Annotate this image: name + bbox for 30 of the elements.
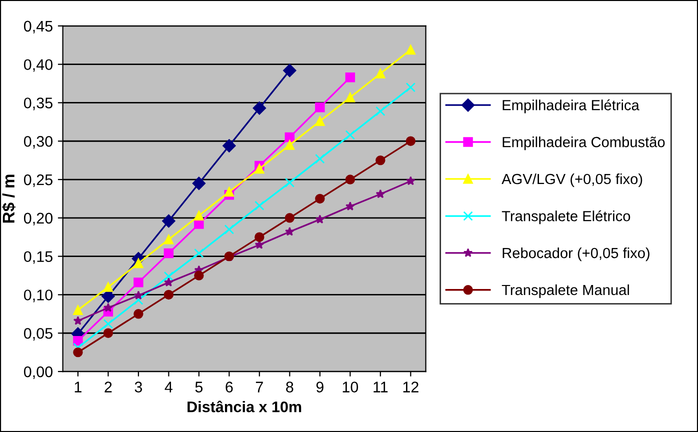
legend-label: Transpalete Manual: [502, 284, 629, 298]
x-tick-label: 4: [164, 382, 172, 392]
legend-label: Empilhadeira Combustão: [502, 136, 665, 150]
legend-label: Transpalete Elétrico: [502, 210, 630, 224]
legend-label: AGV/LGV (+0,05 fixo): [502, 173, 642, 188]
y-tick-label: 0,05: [24, 328, 52, 341]
x-tick-label: 1: [74, 382, 82, 392]
y-tick-label: 0,45: [24, 20, 52, 34]
x-tick-label: 11: [374, 382, 388, 392]
y-tick-label: 0,30: [24, 136, 53, 149]
x-tick-label: 2: [104, 382, 112, 392]
x-axis-title: Distância x 10m: [188, 400, 302, 412]
x-tick-label: 6: [226, 382, 233, 392]
x-tick-label: 9: [316, 382, 324, 392]
y-tick-label: 0,10: [24, 290, 53, 302]
x-tick-label: 7: [256, 382, 263, 392]
y-tick-label: 0,00: [24, 366, 53, 380]
y-axis-title: R$ / m: [2, 174, 16, 223]
legend-label: Empilhadeira Elétrica: [502, 99, 640, 114]
y-tick-label: 0,25: [24, 174, 52, 188]
y-tick-label: 0,15: [24, 251, 52, 264]
x-tick-label: 12: [403, 382, 418, 392]
x-tick-label: 5: [195, 382, 203, 392]
x-tick-label: 3: [134, 382, 142, 392]
y-tick-label: 0,20: [24, 212, 53, 226]
y-tick-label: 0,40: [24, 59, 53, 72]
legend-label: Rebocador (+0,05 fixo): [502, 247, 650, 262]
x-tick-label: 8: [286, 382, 294, 392]
x-tick-label: 10: [342, 382, 358, 392]
y-tick-label: 0,35: [24, 98, 52, 110]
